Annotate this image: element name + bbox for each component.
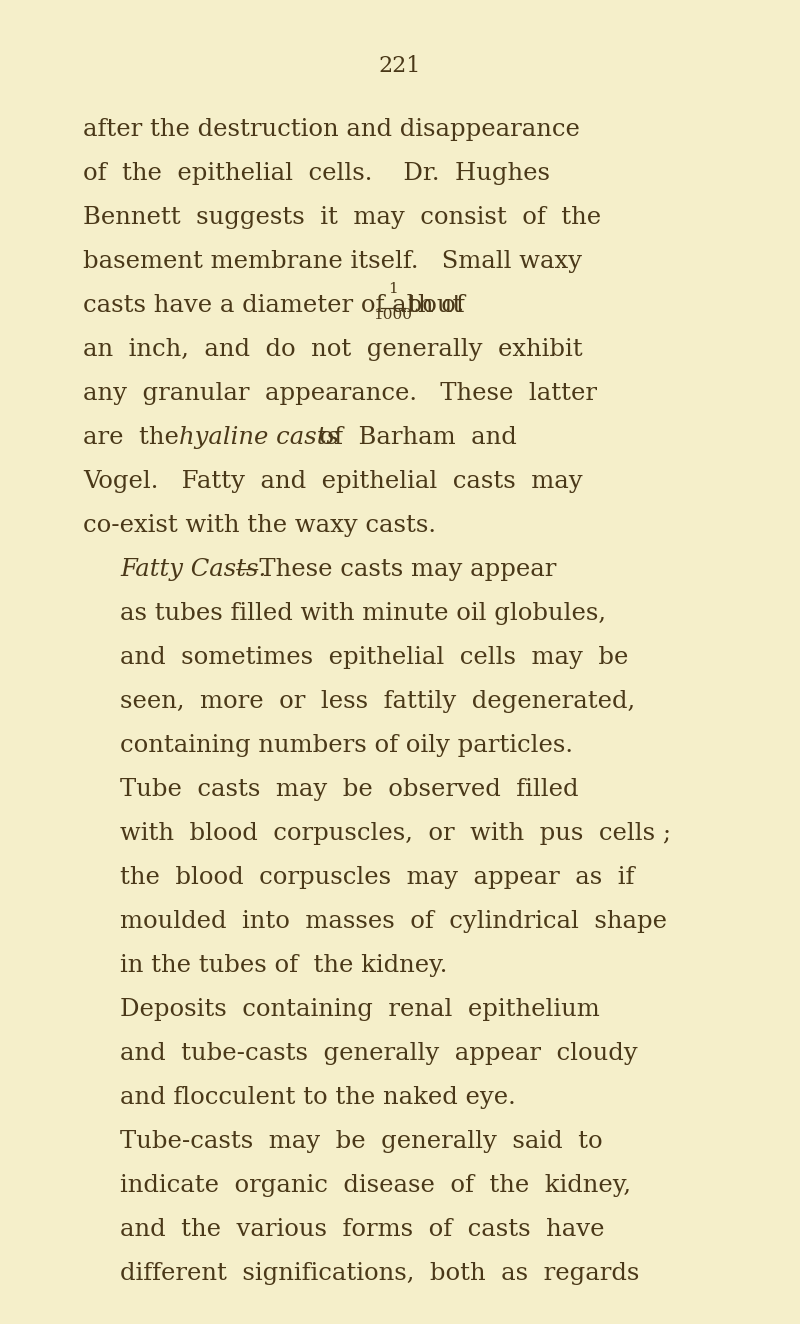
- Text: after the destruction and disappearance: after the destruction and disappearance: [83, 118, 580, 140]
- Text: basement membrane itself.   Small waxy: basement membrane itself. Small waxy: [83, 250, 582, 273]
- Text: and flocculent to the naked eye.: and flocculent to the naked eye.: [120, 1086, 516, 1110]
- Text: 1: 1: [388, 282, 398, 297]
- Text: casts have a diameter of about: casts have a diameter of about: [83, 294, 470, 316]
- Text: Deposits  containing  renal  epithelium: Deposits containing renal epithelium: [120, 998, 600, 1021]
- Text: different  significations,  both  as  regards: different significations, both as regard…: [120, 1262, 639, 1286]
- Text: 1000: 1000: [373, 308, 412, 322]
- Text: co-exist with the waxy casts.: co-exist with the waxy casts.: [83, 514, 436, 538]
- Text: and  sometimes  epithelial  cells  may  be: and sometimes epithelial cells may be: [120, 646, 628, 669]
- Text: in the tubes of  the kidney.: in the tubes of the kidney.: [120, 955, 447, 977]
- Text: any  granular  appearance.   These  latter: any granular appearance. These latter: [83, 383, 597, 405]
- Text: Fatty Casts.: Fatty Casts.: [120, 557, 266, 581]
- Text: Bennett  suggests  it  may  consist  of  the: Bennett suggests it may consist of the: [83, 207, 601, 229]
- Text: moulded  into  masses  of  cylindrical  shape: moulded into masses of cylindrical shape: [120, 910, 667, 933]
- Text: are  the: are the: [83, 426, 194, 449]
- Text: with  blood  corpuscles,  or  with  pus  cells ;: with blood corpuscles, or with pus cells…: [120, 822, 671, 845]
- Text: an  inch,  and  do  not  generally  exhibit: an inch, and do not generally exhibit: [83, 338, 582, 361]
- Text: of  the  epithelial  cells.    Dr.  Hughes: of the epithelial cells. Dr. Hughes: [83, 162, 550, 185]
- Text: containing numbers of oily particles.: containing numbers of oily particles.: [120, 733, 573, 757]
- Text: of  Barham  and: of Barham and: [304, 426, 517, 449]
- Text: hyaline casts: hyaline casts: [179, 426, 339, 449]
- Text: as tubes filled with minute oil globules,: as tubes filled with minute oil globules…: [120, 602, 606, 625]
- Text: —These casts may appear: —These casts may appear: [235, 557, 557, 581]
- Text: Tube  casts  may  be  observed  filled: Tube casts may be observed filled: [120, 779, 578, 801]
- Text: Tube-casts  may  be  generally  said  to: Tube-casts may be generally said to: [120, 1129, 602, 1153]
- Text: 221: 221: [379, 56, 421, 77]
- Text: indicate  organic  disease  of  the  kidney,: indicate organic disease of the kidney,: [120, 1174, 631, 1197]
- Text: the  blood  corpuscles  may  appear  as  if: the blood corpuscles may appear as if: [120, 866, 634, 888]
- Text: seen,  more  or  less  fattily  degenerated,: seen, more or less fattily degenerated,: [120, 690, 635, 714]
- Text: and  tube-casts  generally  appear  cloudy: and tube-casts generally appear cloudy: [120, 1042, 638, 1064]
- Text: and  the  various  forms  of  casts  have: and the various forms of casts have: [120, 1218, 605, 1241]
- Text: th of: th of: [407, 294, 464, 316]
- Text: Vogel.   Fatty  and  epithelial  casts  may: Vogel. Fatty and epithelial casts may: [83, 470, 582, 493]
